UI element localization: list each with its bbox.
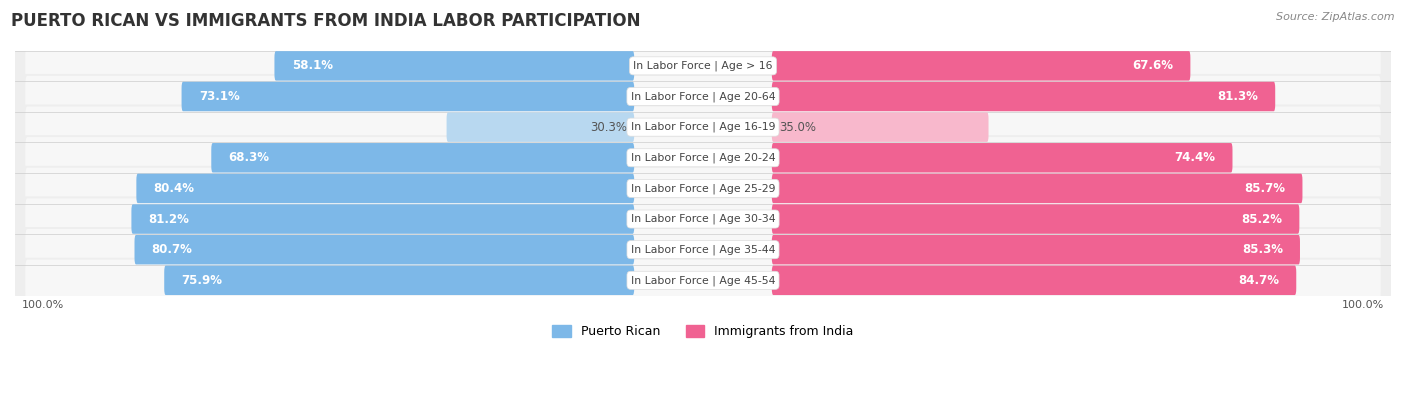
Text: 84.7%: 84.7% [1239, 274, 1279, 287]
Text: 73.1%: 73.1% [198, 90, 239, 103]
FancyBboxPatch shape [25, 198, 1381, 240]
FancyBboxPatch shape [15, 227, 1391, 272]
FancyBboxPatch shape [447, 113, 634, 142]
Text: In Labor Force | Age 20-64: In Labor Force | Age 20-64 [631, 91, 775, 102]
FancyBboxPatch shape [211, 143, 634, 173]
Text: 58.1%: 58.1% [291, 59, 333, 72]
Text: 85.3%: 85.3% [1241, 243, 1282, 256]
Text: 81.2%: 81.2% [149, 213, 190, 226]
FancyBboxPatch shape [15, 74, 1391, 119]
Text: 75.9%: 75.9% [181, 274, 222, 287]
FancyBboxPatch shape [772, 265, 1296, 295]
FancyBboxPatch shape [15, 135, 1391, 181]
FancyBboxPatch shape [772, 174, 1302, 203]
FancyBboxPatch shape [15, 196, 1391, 242]
FancyBboxPatch shape [131, 204, 634, 234]
FancyBboxPatch shape [15, 166, 1391, 211]
Text: 81.3%: 81.3% [1218, 90, 1258, 103]
FancyBboxPatch shape [165, 265, 634, 295]
Text: 68.3%: 68.3% [229, 151, 270, 164]
Text: In Labor Force | Age 30-34: In Labor Force | Age 30-34 [631, 214, 775, 224]
FancyBboxPatch shape [772, 113, 988, 142]
Text: In Labor Force | Age > 16: In Labor Force | Age > 16 [633, 60, 773, 71]
FancyBboxPatch shape [135, 235, 634, 264]
Text: In Labor Force | Age 20-24: In Labor Force | Age 20-24 [631, 152, 775, 163]
FancyBboxPatch shape [772, 143, 1233, 173]
FancyBboxPatch shape [181, 82, 634, 111]
Text: PUERTO RICAN VS IMMIGRANTS FROM INDIA LABOR PARTICIPATION: PUERTO RICAN VS IMMIGRANTS FROM INDIA LA… [11, 12, 641, 30]
FancyBboxPatch shape [274, 51, 634, 81]
Text: Source: ZipAtlas.com: Source: ZipAtlas.com [1277, 12, 1395, 22]
FancyBboxPatch shape [772, 235, 1301, 264]
Text: 80.7%: 80.7% [152, 243, 193, 256]
FancyBboxPatch shape [25, 107, 1381, 148]
FancyBboxPatch shape [25, 229, 1381, 270]
FancyBboxPatch shape [136, 174, 634, 203]
Text: In Labor Force | Age 25-29: In Labor Force | Age 25-29 [631, 183, 775, 194]
FancyBboxPatch shape [15, 105, 1391, 150]
FancyBboxPatch shape [772, 82, 1275, 111]
Text: 100.0%: 100.0% [22, 300, 65, 310]
Text: 85.2%: 85.2% [1241, 213, 1282, 226]
Legend: Puerto Rican, Immigrants from India: Puerto Rican, Immigrants from India [547, 320, 859, 343]
Text: 80.4%: 80.4% [153, 182, 194, 195]
FancyBboxPatch shape [25, 260, 1381, 301]
FancyBboxPatch shape [25, 168, 1381, 209]
FancyBboxPatch shape [15, 43, 1391, 88]
FancyBboxPatch shape [15, 258, 1391, 303]
Text: 35.0%: 35.0% [779, 120, 815, 134]
Text: 74.4%: 74.4% [1174, 151, 1215, 164]
FancyBboxPatch shape [25, 137, 1381, 179]
Text: 85.7%: 85.7% [1244, 182, 1285, 195]
Text: 100.0%: 100.0% [1341, 300, 1384, 310]
Text: In Labor Force | Age 16-19: In Labor Force | Age 16-19 [631, 122, 775, 132]
Text: In Labor Force | Age 45-54: In Labor Force | Age 45-54 [631, 275, 775, 286]
FancyBboxPatch shape [25, 45, 1381, 87]
Text: 30.3%: 30.3% [591, 120, 627, 134]
FancyBboxPatch shape [772, 204, 1299, 234]
FancyBboxPatch shape [25, 76, 1381, 117]
FancyBboxPatch shape [772, 51, 1191, 81]
Text: 67.6%: 67.6% [1132, 59, 1173, 72]
Text: In Labor Force | Age 35-44: In Labor Force | Age 35-44 [631, 245, 775, 255]
